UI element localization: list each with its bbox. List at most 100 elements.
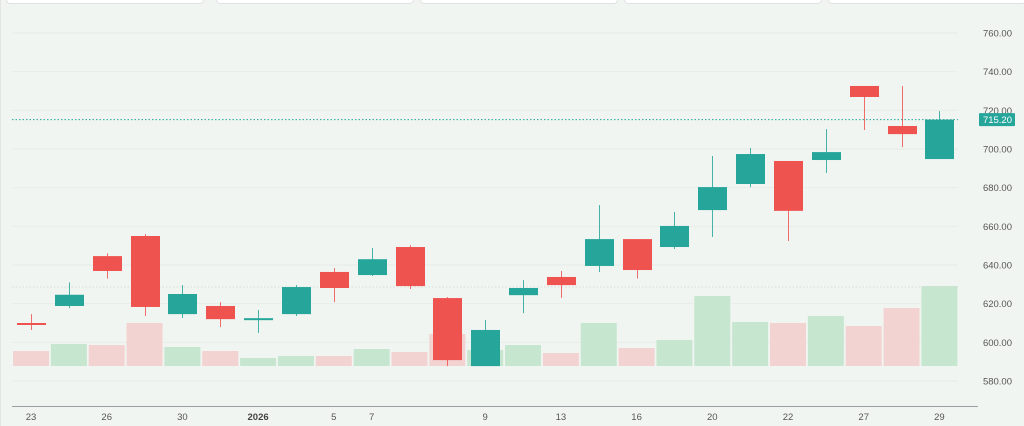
price-tick-label: 760.00 [983, 29, 1012, 40]
price-tick-label: 700.00 [983, 145, 1012, 156]
time-tick-label: 27 [858, 412, 869, 423]
candle[interactable] [698, 155, 727, 237]
candle-body [850, 85, 879, 97]
volume-bar [202, 351, 239, 366]
candle-body [55, 294, 84, 306]
candle[interactable] [131, 234, 160, 317]
candle[interactable] [774, 160, 803, 242]
candle[interactable] [547, 270, 576, 298]
candle[interactable] [736, 148, 765, 188]
price-tick-label: 660.00 [983, 222, 1012, 233]
volume-bar [391, 352, 428, 366]
candle[interactable] [93, 253, 122, 279]
volume-bar [542, 353, 579, 366]
candle-body [471, 329, 500, 367]
price-tick-label: 620.00 [983, 299, 1012, 310]
volume-bar [770, 323, 806, 366]
candle-body [168, 294, 197, 315]
time-tick-label: 2026 [248, 412, 269, 423]
volume-bar [88, 345, 125, 366]
candle[interactable] [396, 245, 425, 289]
candle[interactable] [623, 239, 652, 279]
candle-body [623, 239, 652, 271]
last-price-tag: 715.20 [979, 113, 1015, 127]
candle-body [206, 305, 235, 320]
last-price-label: 715.20 [983, 115, 1012, 126]
candle-body [774, 160, 803, 211]
candle-body [698, 187, 727, 211]
volume-bar [315, 356, 352, 366]
candle[interactable] [433, 297, 462, 367]
volume-bar [732, 322, 769, 366]
candle-body [547, 276, 576, 286]
time-tick-label: 5 [331, 412, 336, 423]
candle-body [320, 271, 349, 289]
time-tick-label: 23 [26, 412, 37, 423]
candle[interactable] [812, 129, 841, 173]
candle[interactable] [17, 314, 46, 330]
time-tick-label: 13 [556, 412, 567, 423]
volume-bar [618, 348, 655, 366]
candle-body [888, 125, 917, 135]
candle-body [925, 119, 954, 160]
header-tab-4[interactable] [828, 0, 1024, 4]
time-tick-label: 7 [369, 412, 374, 423]
candle-body [17, 323, 46, 325]
price-lines [12, 119, 958, 288]
candle[interactable] [244, 310, 273, 333]
volume-bar [580, 323, 617, 366]
candle[interactable] [282, 285, 311, 317]
candle-body [244, 318, 273, 321]
time-tick-label: 30 [177, 412, 188, 423]
candle[interactable] [168, 285, 197, 318]
candle-body [509, 288, 538, 296]
candle-body [433, 298, 462, 361]
price-tick-label: 680.00 [983, 183, 1012, 194]
price-tick-label: 580.00 [983, 377, 1012, 388]
candle-body [93, 256, 122, 271]
candle-body [585, 239, 614, 266]
time-tick-label: 9 [483, 412, 488, 423]
volume-bar [240, 358, 277, 366]
candle[interactable] [509, 280, 538, 314]
volume-bar [13, 351, 49, 366]
time-tick-label: 29 [934, 412, 945, 423]
candle[interactable] [925, 111, 954, 160]
volume-bar [164, 347, 201, 366]
price-tick-label: 740.00 [983, 67, 1012, 78]
candle-body [396, 247, 425, 287]
left-border [0, 0, 1, 426]
volume-bar [353, 349, 390, 366]
candle[interactable] [850, 85, 879, 131]
time-tick-label: 22 [783, 412, 794, 423]
time-tick-label: 20 [707, 412, 718, 423]
volume-bar [694, 296, 731, 366]
candle[interactable] [55, 282, 84, 309]
price-axis[interactable]: 760.00 740.00 720.00 700.00 680.00 660.00 640.… [979, 29, 1015, 388]
candle[interactable] [585, 205, 614, 272]
header-tabs [0, 0, 1024, 4]
candle[interactable] [206, 302, 235, 328]
candle-body [812, 152, 841, 161]
time-axis[interactable]: 23 26 30 2026 5 7 9 13 16 20 22 27 29 [12, 406, 978, 424]
volume-bars [13, 286, 958, 366]
candle-body [736, 154, 765, 184]
price-tick-label: 600.00 [983, 338, 1012, 349]
time-tick-label: 26 [101, 412, 112, 423]
candle[interactable] [471, 320, 500, 367]
price-tick-label: 640.00 [983, 261, 1012, 272]
candle-body [131, 236, 160, 307]
candle-body [282, 287, 311, 315]
volume-bar [505, 345, 542, 366]
volume-bar [883, 308, 920, 366]
candle[interactable] [320, 268, 349, 303]
candle-body [660, 225, 689, 248]
volume-bar [126, 323, 163, 366]
volume-bar [845, 326, 882, 366]
candle[interactable] [358, 247, 387, 277]
candle[interactable] [888, 85, 917, 148]
price-tick-label: 720.00 [983, 106, 1012, 117]
volume-bar [807, 316, 844, 366]
candle[interactable] [660, 212, 689, 249]
